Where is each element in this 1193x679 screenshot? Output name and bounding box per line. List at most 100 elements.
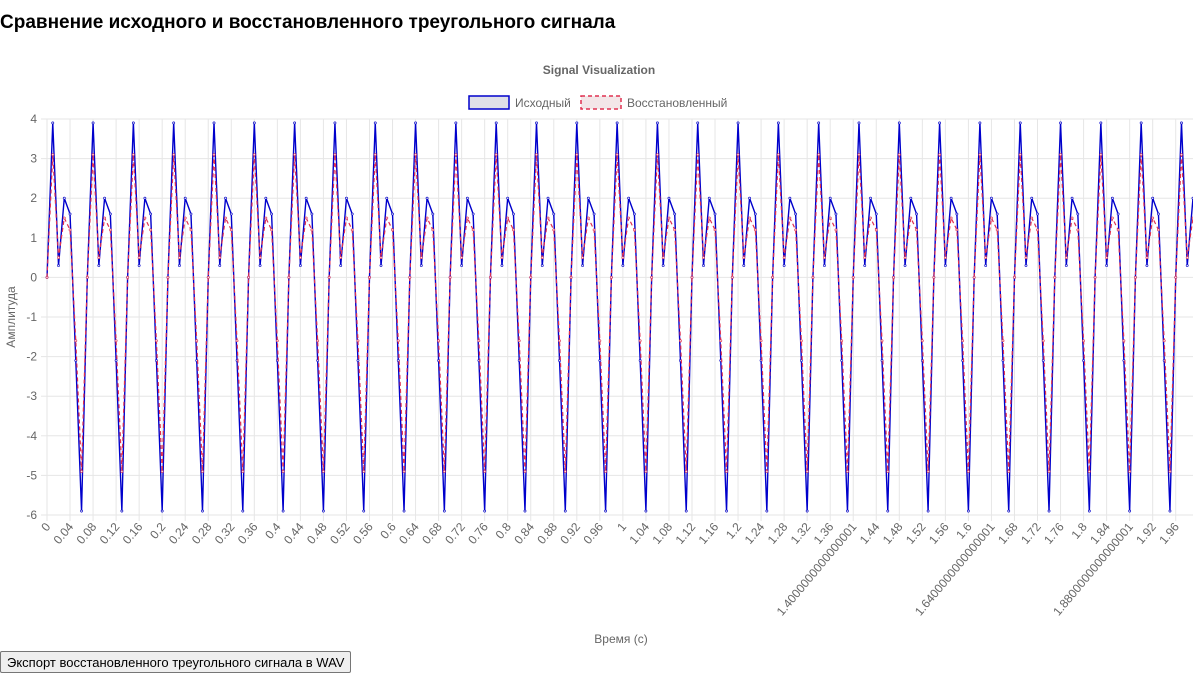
data-point-original [627,196,631,200]
data-point-reconstructed [442,470,446,473]
data-point-original [506,196,510,200]
data-point-original [713,212,717,216]
data-point-original [978,121,982,125]
legend-swatch-original [468,95,510,110]
data-point-reconstructed [684,470,688,473]
x-tick-label: 1.52 [903,520,929,547]
data-point-original [1185,264,1189,267]
data-point-original [1180,121,1183,125]
legend-item-reconstructed[interactable]: Восстановленный [580,95,727,110]
data-point-original [667,196,671,200]
data-point-reconstructed [1122,339,1126,343]
data-point-reconstructed [863,256,867,260]
data-point-reconstructed [1145,256,1149,260]
data-point-original [782,264,786,267]
data-point-reconstructed [1168,470,1172,473]
data-point-reconstructed [316,339,320,343]
data-point-reconstructed [1110,216,1114,220]
export-wav-button[interactable]: Экспорт восстановленного треугольного си… [0,651,352,673]
data-point-reconstructed [961,339,965,343]
x-tick-label: 0.04 [51,520,77,547]
data-point-reconstructed [229,228,233,232]
page-title: Сравнение исходного и восстановленного т… [0,12,616,33]
data-point-reconstructed [45,275,49,279]
y-axis-ticks: 4 3 2 1 0 -1 -2 -3 -4 -5 -6 [26,112,37,522]
data-point-original [817,121,821,125]
data-point-reconstructed [1093,275,1097,279]
x-axis-label: Время (с) [594,632,647,646]
y-tick-label: -6 [26,508,37,522]
data-point-original [500,264,504,267]
data-point-reconstructed [471,228,475,232]
data-point-reconstructed [1139,153,1143,157]
signal-chart: Signal Visualization Исходный Восстановл… [4,63,1193,646]
x-tick-label: 1.56 [926,520,952,547]
data-point-reconstructed [1185,256,1189,260]
data-point-reconstructed [270,228,273,232]
data-point-reconstructed [811,275,815,279]
data-point-reconstructed [800,339,803,343]
x-tick-label: 0.44 [281,520,307,547]
data-point-original [903,264,907,267]
data-point-reconstructed [535,153,538,157]
data-point-original [229,212,233,216]
data-point-original [189,212,193,216]
y-tick-label: 4 [30,112,37,126]
data-point-reconstructed [1018,153,1022,157]
data-point-original [80,509,83,513]
legend-label-reconstructed: Восстановленный [627,96,727,110]
data-point-reconstructed [160,470,164,473]
data-point-original [1110,196,1114,200]
data-point-reconstructed [523,470,527,473]
data-point-original [57,264,60,267]
data-point-original [281,509,285,513]
data-point-original [863,264,867,267]
data-point-reconstructed [414,153,417,157]
data-point-reconstructed [1087,470,1091,473]
data-point-original [379,264,383,267]
data-point-original [68,212,72,216]
data-point-reconstructed [419,256,423,260]
data-point-original [1168,509,1172,513]
data-point-reconstructed [984,256,988,260]
data-point-reconstructed [949,216,953,220]
data-point-reconstructed [517,339,521,343]
data-point-original [736,121,740,125]
data-point-reconstructed [68,228,72,232]
data-point-original [656,121,659,125]
data-point-original [1099,121,1103,125]
data-point-reconstructed [114,339,118,343]
data-point-reconstructed [350,228,354,232]
legend-item-original[interactable]: Исходный [468,95,571,110]
data-point-reconstructed [396,339,400,343]
data-point-reconstructed [327,275,331,279]
data-point-original [575,121,579,125]
data-point-original [926,509,930,513]
data-point-reconstructed [615,153,619,157]
data-point-original [304,196,308,200]
data-point-original [673,212,677,216]
data-point-reconstructed [149,228,153,232]
data-point-original [183,196,187,200]
data-point-original [385,196,389,200]
data-point-original [62,196,66,200]
data-point-original [137,264,141,267]
data-point-reconstructed [679,339,682,343]
data-point-reconstructed [339,256,343,260]
data-point-original [414,121,417,125]
data-point-original [540,264,544,267]
chart-grid [41,118,1193,521]
data-point-original [252,121,256,125]
data-point-original [592,212,596,216]
data-point-original [258,264,262,267]
data-point-reconstructed [85,275,89,279]
data-point-original [103,196,106,200]
x-tick-label: 1 [614,520,629,534]
data-point-reconstructed [846,470,849,473]
data-point-reconstructed [926,470,930,473]
data-point-original [391,212,394,216]
data-point-original [91,121,95,125]
data-point-reconstructed [897,153,901,157]
data-point-reconstructed [131,153,135,157]
data-point-reconstructed [794,228,798,232]
